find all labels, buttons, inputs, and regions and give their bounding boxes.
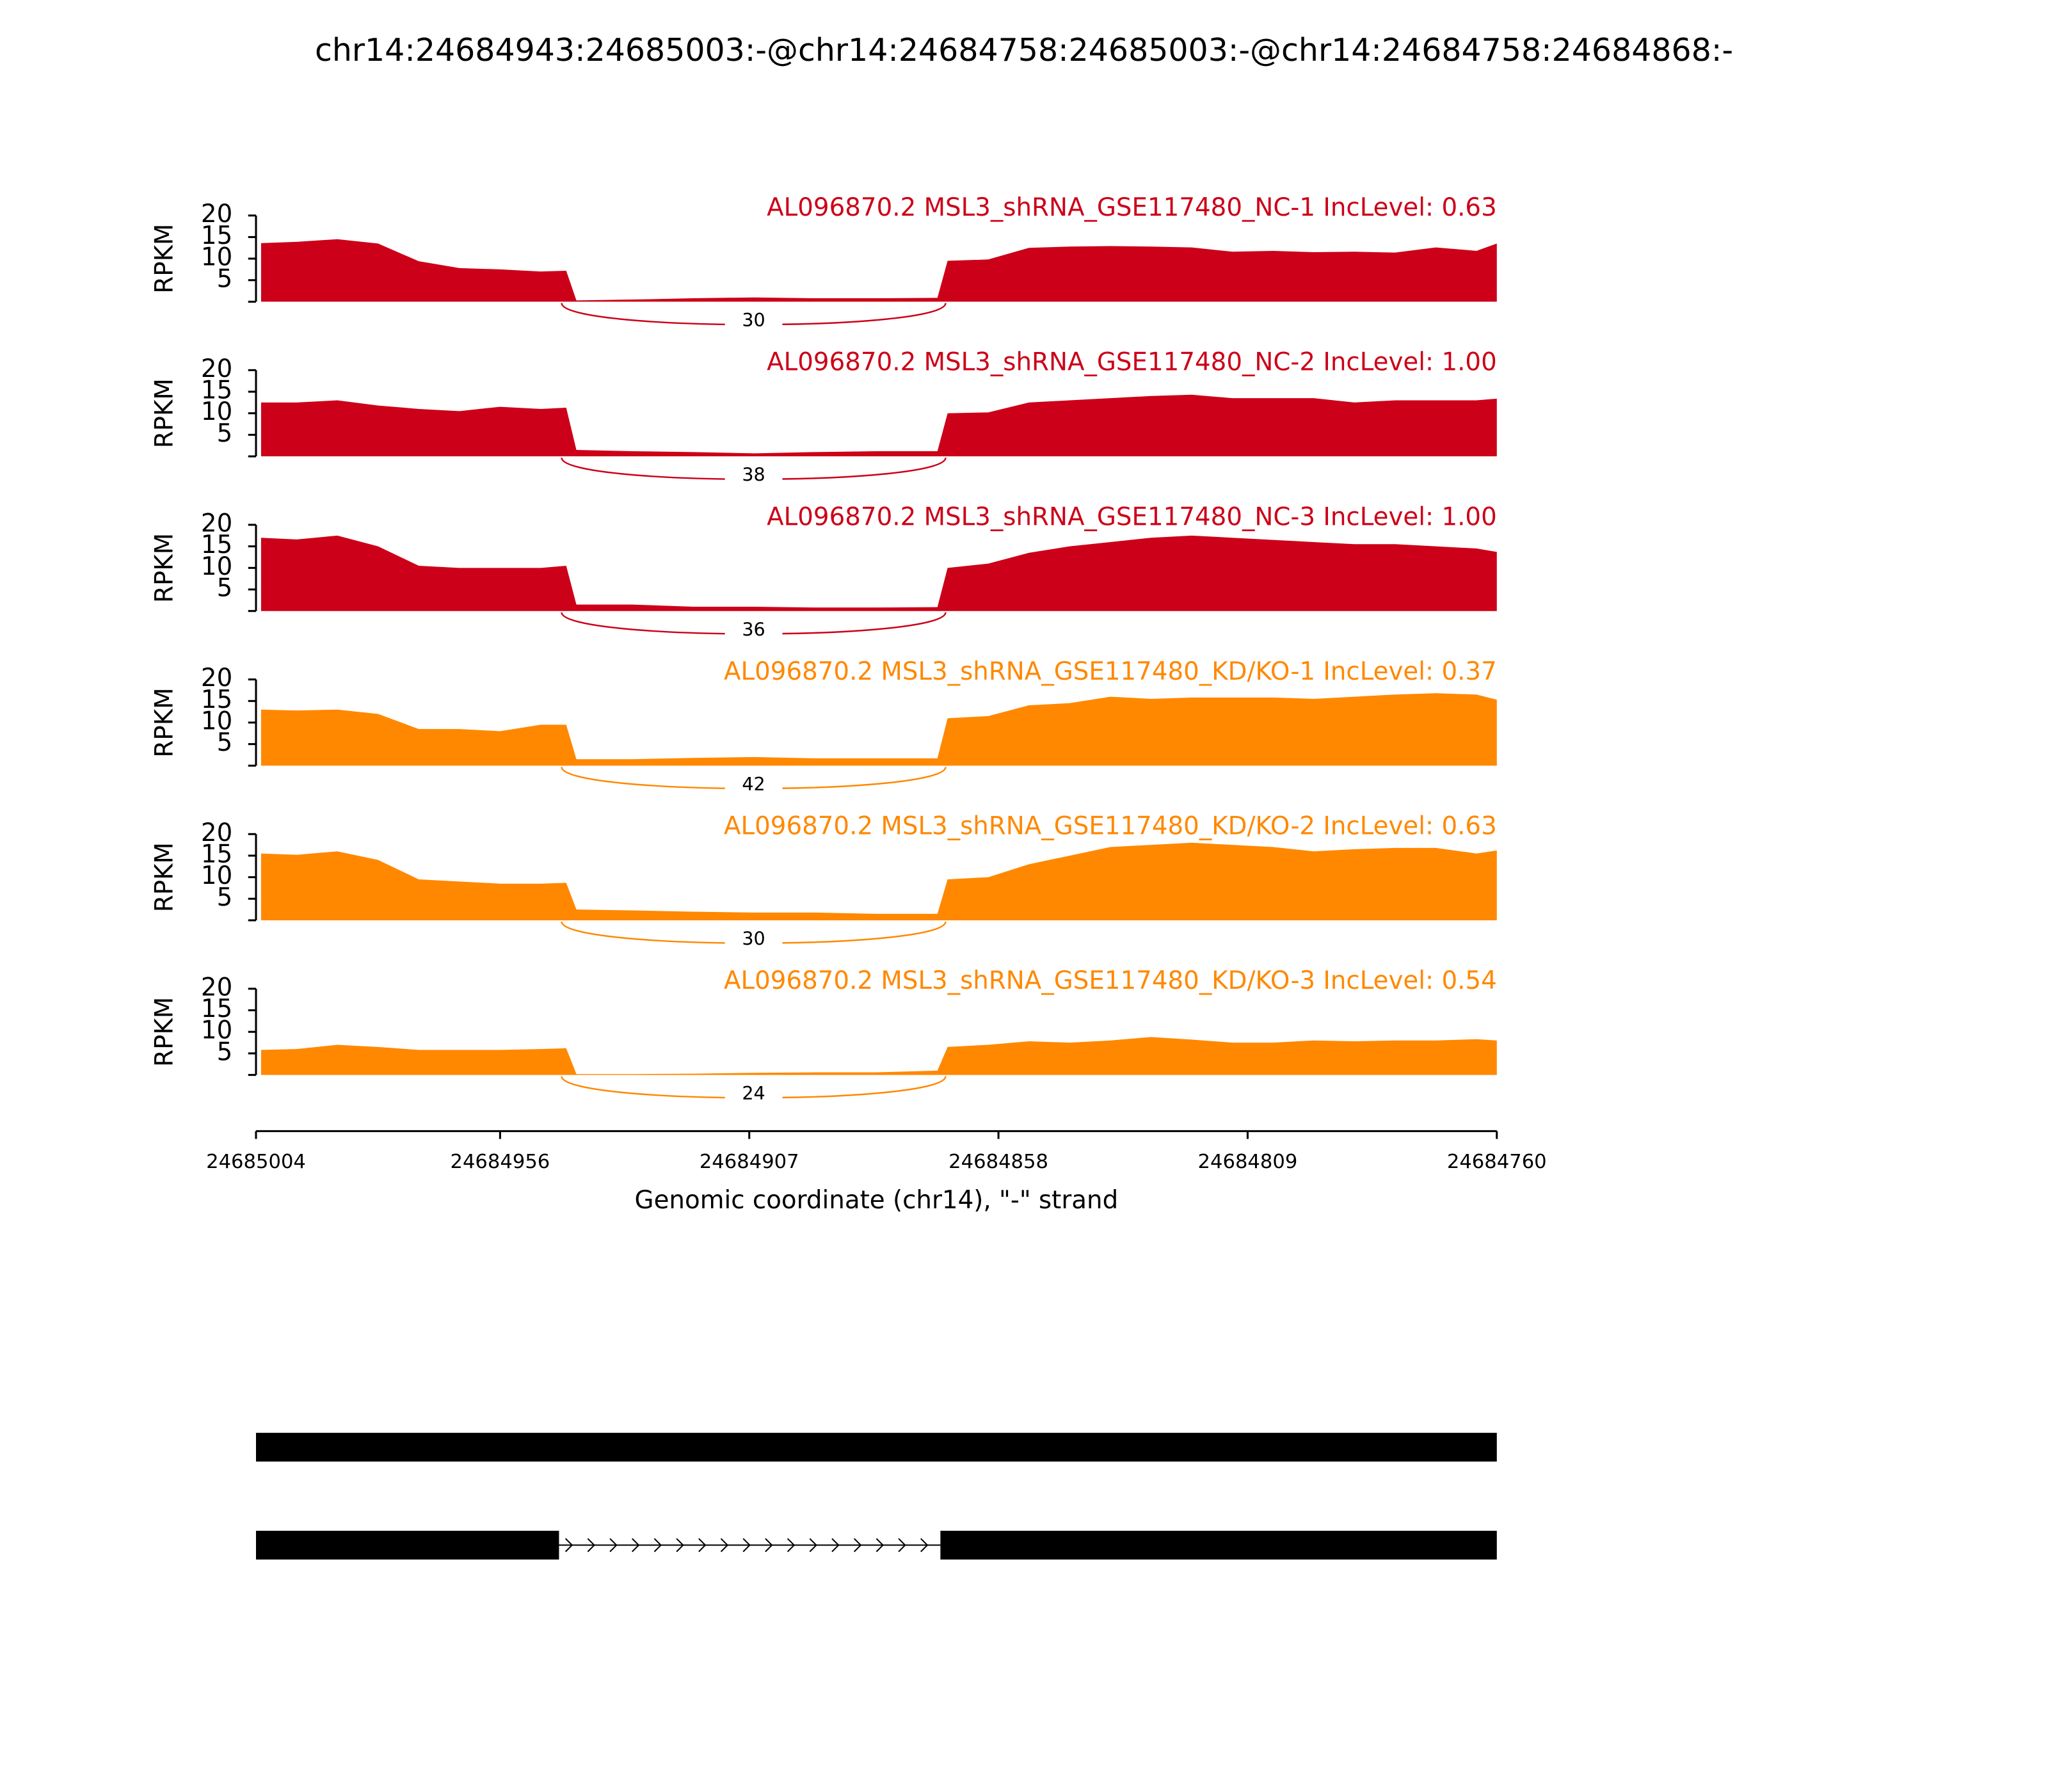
y-tick-label: 10 [201, 552, 232, 581]
transcript-exon [256, 1432, 1497, 1462]
coverage-area [260, 535, 1497, 611]
y-axis-label: RPKM [150, 687, 179, 757]
y-tick-label: 20 [201, 355, 232, 383]
y-axis-label: RPKM [150, 223, 179, 293]
y-tick-label: 10 [201, 707, 232, 735]
y-tick-label: 20 [201, 200, 232, 228]
y-tick-label: 10 [201, 243, 232, 272]
panel-label: AL096870.2 MSL3_shRNA_GSE117480_KD/KO-3 … [724, 966, 1497, 995]
junction-label: 30 [742, 928, 765, 950]
junction-label-box [724, 928, 783, 952]
x-tick-label: 24684858 [948, 1151, 1048, 1173]
coverage-area [260, 842, 1497, 920]
y-tick-label: 15 [201, 685, 232, 714]
coverage-area [260, 693, 1497, 766]
y-tick-label: 15 [201, 995, 232, 1023]
x-axis-label: Genomic coordinate (chr14), "-" strand [635, 1186, 1119, 1215]
panel-label: AL096870.2 MSL3_shRNA_GSE117480_NC-1 Inc… [767, 193, 1497, 222]
y-tick-label: 15 [201, 221, 232, 250]
junction-label-box [724, 464, 783, 488]
x-tick-label: 24684760 [1447, 1151, 1547, 1173]
x-tick-label: 24684956 [450, 1151, 550, 1173]
junction-label-box [724, 618, 783, 643]
panel-label: AL096870.2 MSL3_shRNA_GSE117480_NC-2 Inc… [767, 348, 1497, 377]
y-tick-label: 15 [201, 531, 232, 559]
gene-models [256, 1432, 1497, 1560]
y-axis-label: RPKM [150, 842, 179, 912]
panel-label: AL096870.2 MSL3_shRNA_GSE117480_NC-3 Inc… [767, 502, 1497, 531]
y-tick-label: 5 [217, 1037, 233, 1066]
y-axis-label: RPKM [150, 533, 179, 603]
transcript-exon [256, 1530, 559, 1560]
y-tick-label: 15 [201, 840, 232, 868]
junction-label: 24 [742, 1082, 765, 1104]
y-tick-label: 20 [201, 973, 232, 1002]
y-tick-label: 5 [217, 574, 233, 603]
strand-arrows [564, 1538, 929, 1553]
y-tick-label: 5 [217, 728, 233, 757]
transcript-exon [940, 1530, 1497, 1560]
panel-label: AL096870.2 MSL3_shRNA_GSE117480_KD/KO-2 … [724, 812, 1497, 841]
junction-label-box [724, 309, 783, 333]
junction-label: 30 [742, 309, 765, 331]
chart-title: chr14:24684943:24685003:-@chr14:24684758… [315, 32, 1733, 68]
y-tick-label: 5 [217, 264, 233, 293]
junction-label-box [724, 773, 783, 797]
x-tick-label: 24685004 [206, 1151, 306, 1173]
y-tick-label: 10 [201, 861, 232, 890]
y-tick-label: 20 [201, 664, 232, 692]
coverage-area [260, 1037, 1497, 1075]
x-tick-label: 24684907 [700, 1151, 799, 1173]
y-tick-label: 20 [201, 819, 232, 847]
coverage-area [260, 394, 1497, 457]
y-tick-label: 5 [217, 883, 233, 912]
y-tick-label: 20 [201, 509, 232, 538]
y-tick-label: 10 [201, 397, 232, 426]
y-tick-label: 10 [201, 1016, 232, 1045]
junction-label: 36 [742, 618, 765, 640]
y-tick-label: 15 [201, 376, 232, 405]
y-axis-label: RPKM [150, 378, 179, 448]
panel-label: AL096870.2 MSL3_shRNA_GSE117480_KD/KO-1 … [724, 657, 1497, 686]
junction-label-box [724, 1082, 783, 1107]
x-tick-label: 24684809 [1198, 1151, 1298, 1173]
y-tick-label: 5 [217, 419, 233, 448]
y-axis-label: RPKM [150, 997, 179, 1067]
junction-label: 42 [742, 773, 765, 795]
junction-label: 38 [742, 464, 765, 486]
coverage-area [260, 239, 1497, 302]
